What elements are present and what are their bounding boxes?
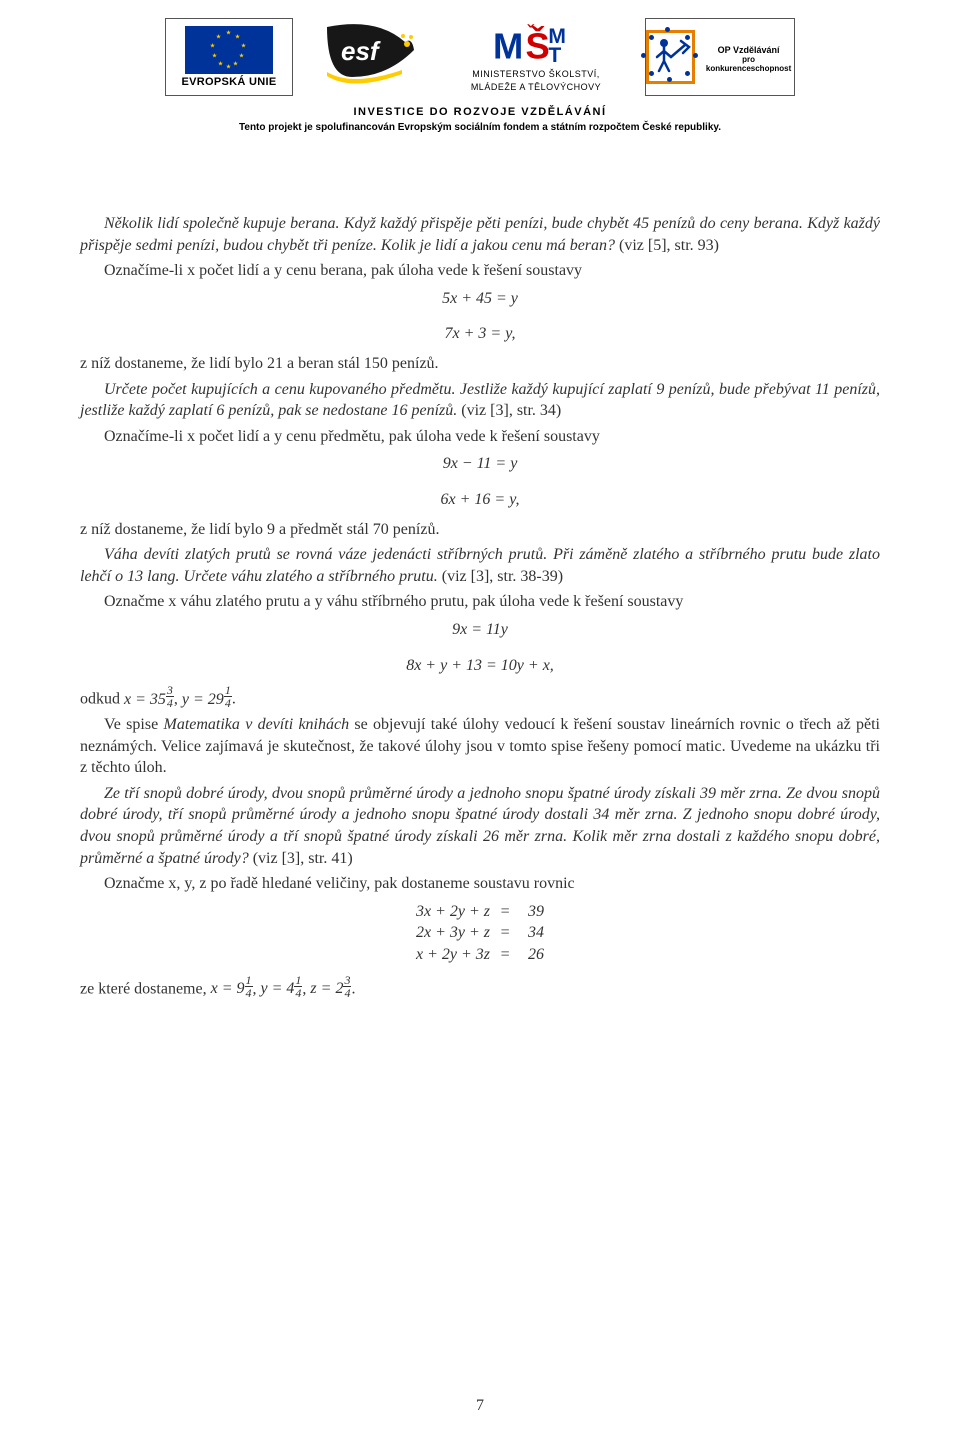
solution-3-intro: Označme x váhu zlatého prutu a y váhu st… [80,591,880,613]
solution-1-result: z níž dostaneme, že lidí bylo 21 a beran… [80,353,880,375]
eu-flag-icon [185,26,273,74]
equation-block-1: 5x + 45 = y 7x + 3 = y, [80,288,880,345]
solution-2-intro: Označíme-li x počet lidí a y cenu předmě… [80,426,880,448]
svg-text:M: M [493,25,523,66]
header-invest-line: INVESTICE DO ROZVOJE VZDĚLÁVÁNÍ [80,106,880,118]
header-logos: EVROPSKÁ UNIE esf M Š ˇ M T MINISTERSTVO… [80,18,880,96]
problem-1: Několik lidí společně kupuje berana. Kdy… [80,213,880,256]
header-funding-line: Tento projekt je spolufinancován Evropsk… [80,122,880,133]
solution-4-intro: Označme x, y, z po řadě hledané veličiny… [80,873,880,895]
equation-block-3: 9x = 11y 8x + y + 13 = 10y + x, [80,619,880,676]
equation-block-2: 9x − 11 = y 6x + 16 = y, [80,453,880,510]
op-figure-icon [649,33,691,75]
eq-2b: 6x + 16 = y, [80,489,880,511]
op-line2: pro konkurenceschopnost [703,55,793,73]
eq-3b: 8x + y + 13 = 10y + x, [80,655,880,677]
sys-row-3: x + 2y + 3z=26 [416,944,544,966]
paragraph-matrices: Ve spise Matematika v devíti knihách se … [80,714,880,779]
logo-eu: EVROPSKÁ UNIE [165,18,293,96]
logo-msmt: M Š ˇ M T MINISTERSTVO ŠKOLSTVÍ, MLÁDEŽE… [441,18,631,96]
logo-op: OP Vzdělávání pro konkurenceschopnost [645,18,795,96]
esf-icon: esf [317,22,417,92]
problem-3: Váha devíti zlatých prutů se rovná váze … [80,544,880,587]
problem-2: Určete počet kupujících a cenu kupovanéh… [80,379,880,422]
eq-3a: 9x = 11y [80,619,880,641]
solution-4-result: ze které dostaneme, x = 914, y = 414, z … [80,974,880,1000]
solution-2-result: z níž dostaneme, že lidí bylo 9 a předmě… [80,519,880,541]
msmt-line1: MINISTERSTVO ŠKOLSTVÍ, [472,69,600,79]
logo-esf: esf [307,18,427,96]
page-number: 7 [476,1397,484,1415]
equation-system-4: 3x + 2y + z=39 2x + 3y + z=34 x + 2y + 3… [80,901,880,966]
problem-4: Ze tří snopů dobré úrody, dvou snopů prů… [80,783,880,869]
msmt-icon: M Š ˇ M T [491,22,581,66]
sys-row-2: 2x + 3y + z=34 [416,922,544,944]
eq-1b: 7x + 3 = y, [80,323,880,345]
msmt-line2: MLÁDEŽE A TĚLOVÝCHOVY [471,82,601,92]
svg-text:T: T [548,44,561,66]
solution-1-intro: Označíme-li x počet lidí a y cenu berana… [80,260,880,282]
svg-text:ˇ: ˇ [527,23,534,44]
eu-label: EVROPSKÁ UNIE [182,76,277,88]
svg-text:esf: esf [341,36,381,66]
op-square-icon [646,30,695,84]
content: Několik lidí společně kupuje berana. Kdy… [80,213,880,1000]
page: EVROPSKÁ UNIE esf M Š ˇ M T MINISTERSTVO… [0,0,960,1439]
solution-3-result: odkud x = 3534, y = 2914. [80,684,880,710]
op-line1: OP Vzdělávání [703,45,793,55]
sys-row-1: 3x + 2y + z=39 [416,901,544,923]
eq-2a: 9x − 11 = y [80,453,880,475]
eq-1a: 5x + 45 = y [80,288,880,310]
